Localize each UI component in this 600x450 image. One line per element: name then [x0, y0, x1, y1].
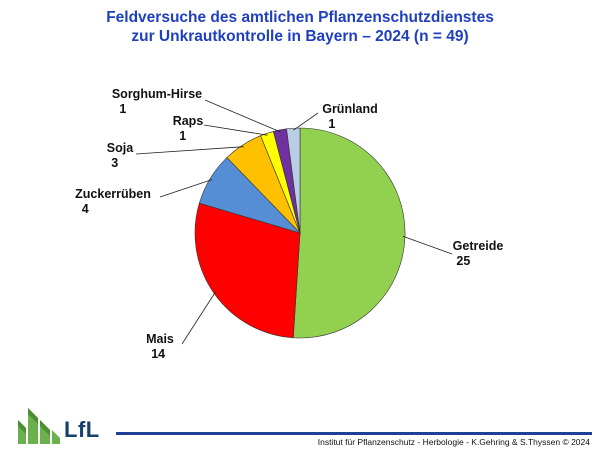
slice-value-zuckerrüben: 4	[82, 202, 89, 216]
slice-value-soja: 3	[111, 156, 118, 170]
leader-line-getreide	[402, 235, 453, 255]
title-line-1: Feldversuche des amtlichen Pflanzenschut…	[106, 9, 494, 26]
footer-divider	[116, 432, 592, 435]
pie-slice-mais	[194, 202, 301, 339]
slice-label-grünland: Grünland	[322, 102, 378, 116]
leader-line-raps	[203, 124, 268, 136]
leader-line-grünland	[293, 112, 319, 131]
slice-value-getreide: 25	[456, 254, 470, 268]
slice-labels: Getreide25Mais14Zuckerrüben4Soja3Raps1So…	[75, 87, 503, 361]
slice-label-sorghum-hirse: Sorghum-Hirse	[112, 87, 202, 101]
slice-label-getreide: Getreide	[453, 239, 504, 253]
logo-text: LfL	[64, 417, 100, 442]
leader-line-mais	[181, 291, 216, 345]
footer-text: Institut für Pflanzenschutz - Herbologie…	[317, 437, 590, 447]
slice-label-soja: Soja	[107, 141, 134, 155]
chart-title: Feldversuche des amtlichen Pflanzenschut…	[0, 8, 600, 46]
slice-value-mais: 14	[151, 347, 165, 361]
slice-label-zuckerrüben: Zuckerrüben	[75, 187, 151, 201]
leader-line-sorghum-hirse	[204, 99, 281, 133]
slice-value-raps: 1	[179, 129, 186, 143]
lfl-logo-icon	[18, 408, 60, 444]
slice-label-raps: Raps	[173, 114, 204, 128]
title-line-2: zur Unkrautkontrolle in Bayern – 2024 (n…	[131, 28, 469, 45]
leader-line-zuckerrüben	[159, 179, 213, 198]
slice-label-mais: Mais	[146, 332, 174, 346]
slice-value-sorghum-hirse: 1	[119, 102, 126, 116]
leader-lines	[135, 99, 453, 345]
pie-slice-getreide	[292, 127, 406, 339]
pie-slice-grünland	[286, 127, 301, 234]
slice-value-grünland: 1	[328, 117, 335, 131]
leader-line-soja	[135, 146, 244, 155]
pie-slices	[194, 127, 406, 339]
